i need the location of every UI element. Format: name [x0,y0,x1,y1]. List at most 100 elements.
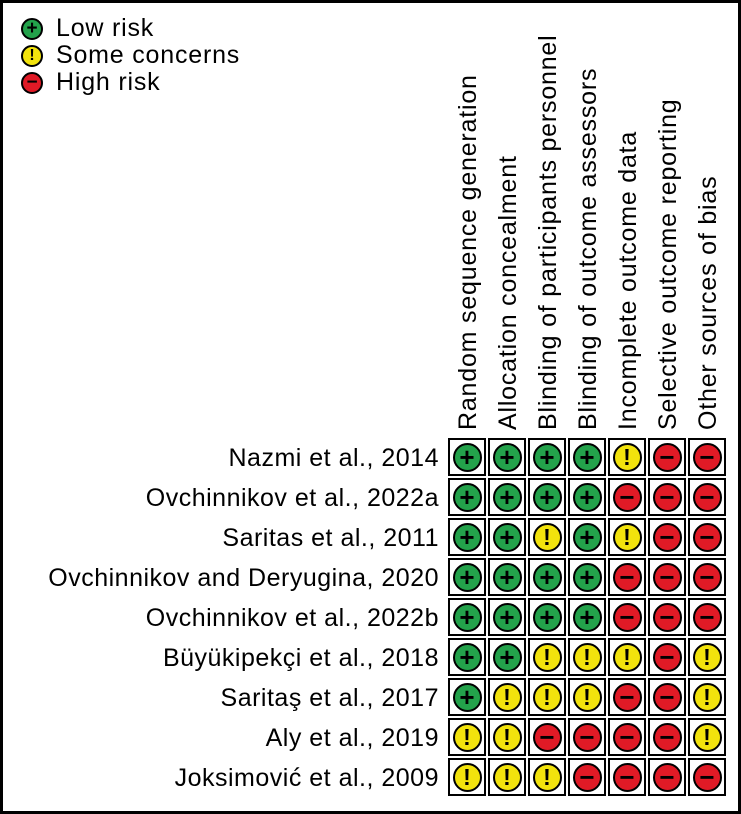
column-header-blinding-of-participants-personnel: Blinding of participants personnel [534,34,562,431]
judgement-low-icon: + [492,522,522,552]
judgement-cell: + [488,518,526,556]
judgement-cell: − [688,438,726,476]
judgement-high-icon: − [692,762,722,792]
column-header-other-sources-of-bias: Other sources of bias [694,175,722,430]
column-header-allocation-concealment: Allocation concealment [494,155,522,430]
judgement-high-icon: − [692,522,722,552]
row-label-nazmi-2014: Nazmi et al., 2014 [228,444,439,472]
column-header-random-sequence-generation: Random sequence generation [454,74,482,430]
judgement-cell: + [448,478,486,516]
judgement-some-icon: ! [612,442,642,472]
row-label-saritas-2017: Saritaş et al., 2017 [220,684,439,712]
row-label-ovchinnikov-2022a: Ovchinnikov et al., 2022a [145,484,439,512]
judgement-cell: − [688,758,726,796]
judgement-some-icon: ! [612,522,642,552]
judgement-cell: ! [608,638,646,676]
row-label-aly-2019: Aly et al., 2019 [265,724,439,752]
judgement-low-icon: + [452,682,482,712]
judgement-cell: − [648,718,686,756]
judgement-low-icon: + [532,442,562,472]
judgement-cell: ! [528,758,566,796]
judgement-cell: ! [528,518,566,556]
judgement-some-icon: ! [692,642,722,672]
judgement-high-icon: − [652,762,682,792]
judgement-cell: + [528,438,566,476]
judgement-cell: ! [488,718,526,756]
row-label-ovchinnikov-deryugina-2020: Ovchinnikov and Deryugina, 2020 [48,564,439,592]
judgement-cell: + [488,438,526,476]
judgement-cell: ! [528,678,566,716]
judgement-cell: − [648,638,686,676]
judgement-cell: − [648,478,686,516]
judgement-cell: ! [488,678,526,716]
judgement-cell: ! [688,718,726,756]
judgement-low-icon: + [532,602,562,632]
risk-grid: + + + +! − − + + + + − − − + +! +! − − + + + + − − − + + + + − − − + +!!!… [448,438,726,796]
judgement-high-icon: − [692,442,722,472]
judgement-cell: ! [448,758,486,796]
judgement-cell: ! [568,638,606,676]
judgement-cell: ! [688,638,726,676]
judgement-high-icon: − [692,602,722,632]
judgement-low-icon: + [532,562,562,592]
judgement-cell: + [448,438,486,476]
high-risk-icon: − [21,71,43,94]
judgement-high-icon: − [612,762,642,792]
judgement-some-icon: ! [492,762,522,792]
judgement-cell: − [608,598,646,636]
judgement-low-icon: + [572,482,602,512]
judgement-high-icon: − [612,722,642,752]
judgement-cell: + [488,558,526,596]
judgement-high-icon: − [652,442,682,472]
judgement-low-icon: + [572,602,602,632]
judgement-cell: − [648,598,686,636]
judgement-cell: − [608,558,646,596]
judgement-some-icon: ! [452,722,482,752]
judgement-high-icon: − [572,722,602,752]
judgement-low-icon: + [532,482,562,512]
judgement-cell: − [608,718,646,756]
judgement-high-icon: − [652,722,682,752]
judgement-cell: + [488,638,526,676]
judgement-cell: ! [568,678,606,716]
judgement-low-icon: + [572,522,602,552]
judgement-low-icon: + [452,522,482,552]
judgement-cell: − [568,718,606,756]
judgement-high-icon: − [652,602,682,632]
judgement-low-icon: + [492,642,522,672]
judgement-cell: ! [528,638,566,676]
judgement-some-icon: ! [532,642,562,672]
judgement-cell: − [568,758,606,796]
judgement-high-icon: − [692,482,722,512]
judgement-low-icon: + [492,602,522,632]
judgement-low-icon: + [572,442,602,472]
low-risk-icon: + [21,17,43,40]
judgement-cell: + [568,558,606,596]
judgement-cell: − [608,758,646,796]
judgement-cell: + [528,598,566,636]
judgement-some-icon: ! [532,762,562,792]
judgement-cell: ! [688,678,726,716]
column-header-blinding-of-outcome-assessors: Blinding of outcome assessors [574,67,602,430]
judgement-cell: + [488,598,526,636]
judgement-high-icon: − [612,562,642,592]
legend-item-high-risk: − High risk [21,68,240,96]
legend-label-some-concerns: Some concerns [56,41,241,69]
judgement-cell: + [448,518,486,556]
judgement-low-icon: + [492,562,522,592]
judgement-cell: − [648,438,686,476]
judgement-low-icon: + [492,482,522,512]
judgement-cell: − [688,558,726,596]
judgement-low-icon: + [572,562,602,592]
judgement-low-icon: + [452,562,482,592]
judgement-some-icon: ! [572,682,602,712]
judgement-cell: ! [608,438,646,476]
column-header-incomplete-outcome-data: Incomplete outcome data [614,130,642,430]
judgement-cell: − [688,518,726,556]
legend: + Low risk ! Some concerns − High risk [21,14,241,96]
row-label-saritas-2011: Saritas et al., 2011 [222,524,439,552]
judgement-high-icon: − [612,602,642,632]
judgement-cell: − [688,478,726,516]
judgement-cell: + [448,558,486,596]
